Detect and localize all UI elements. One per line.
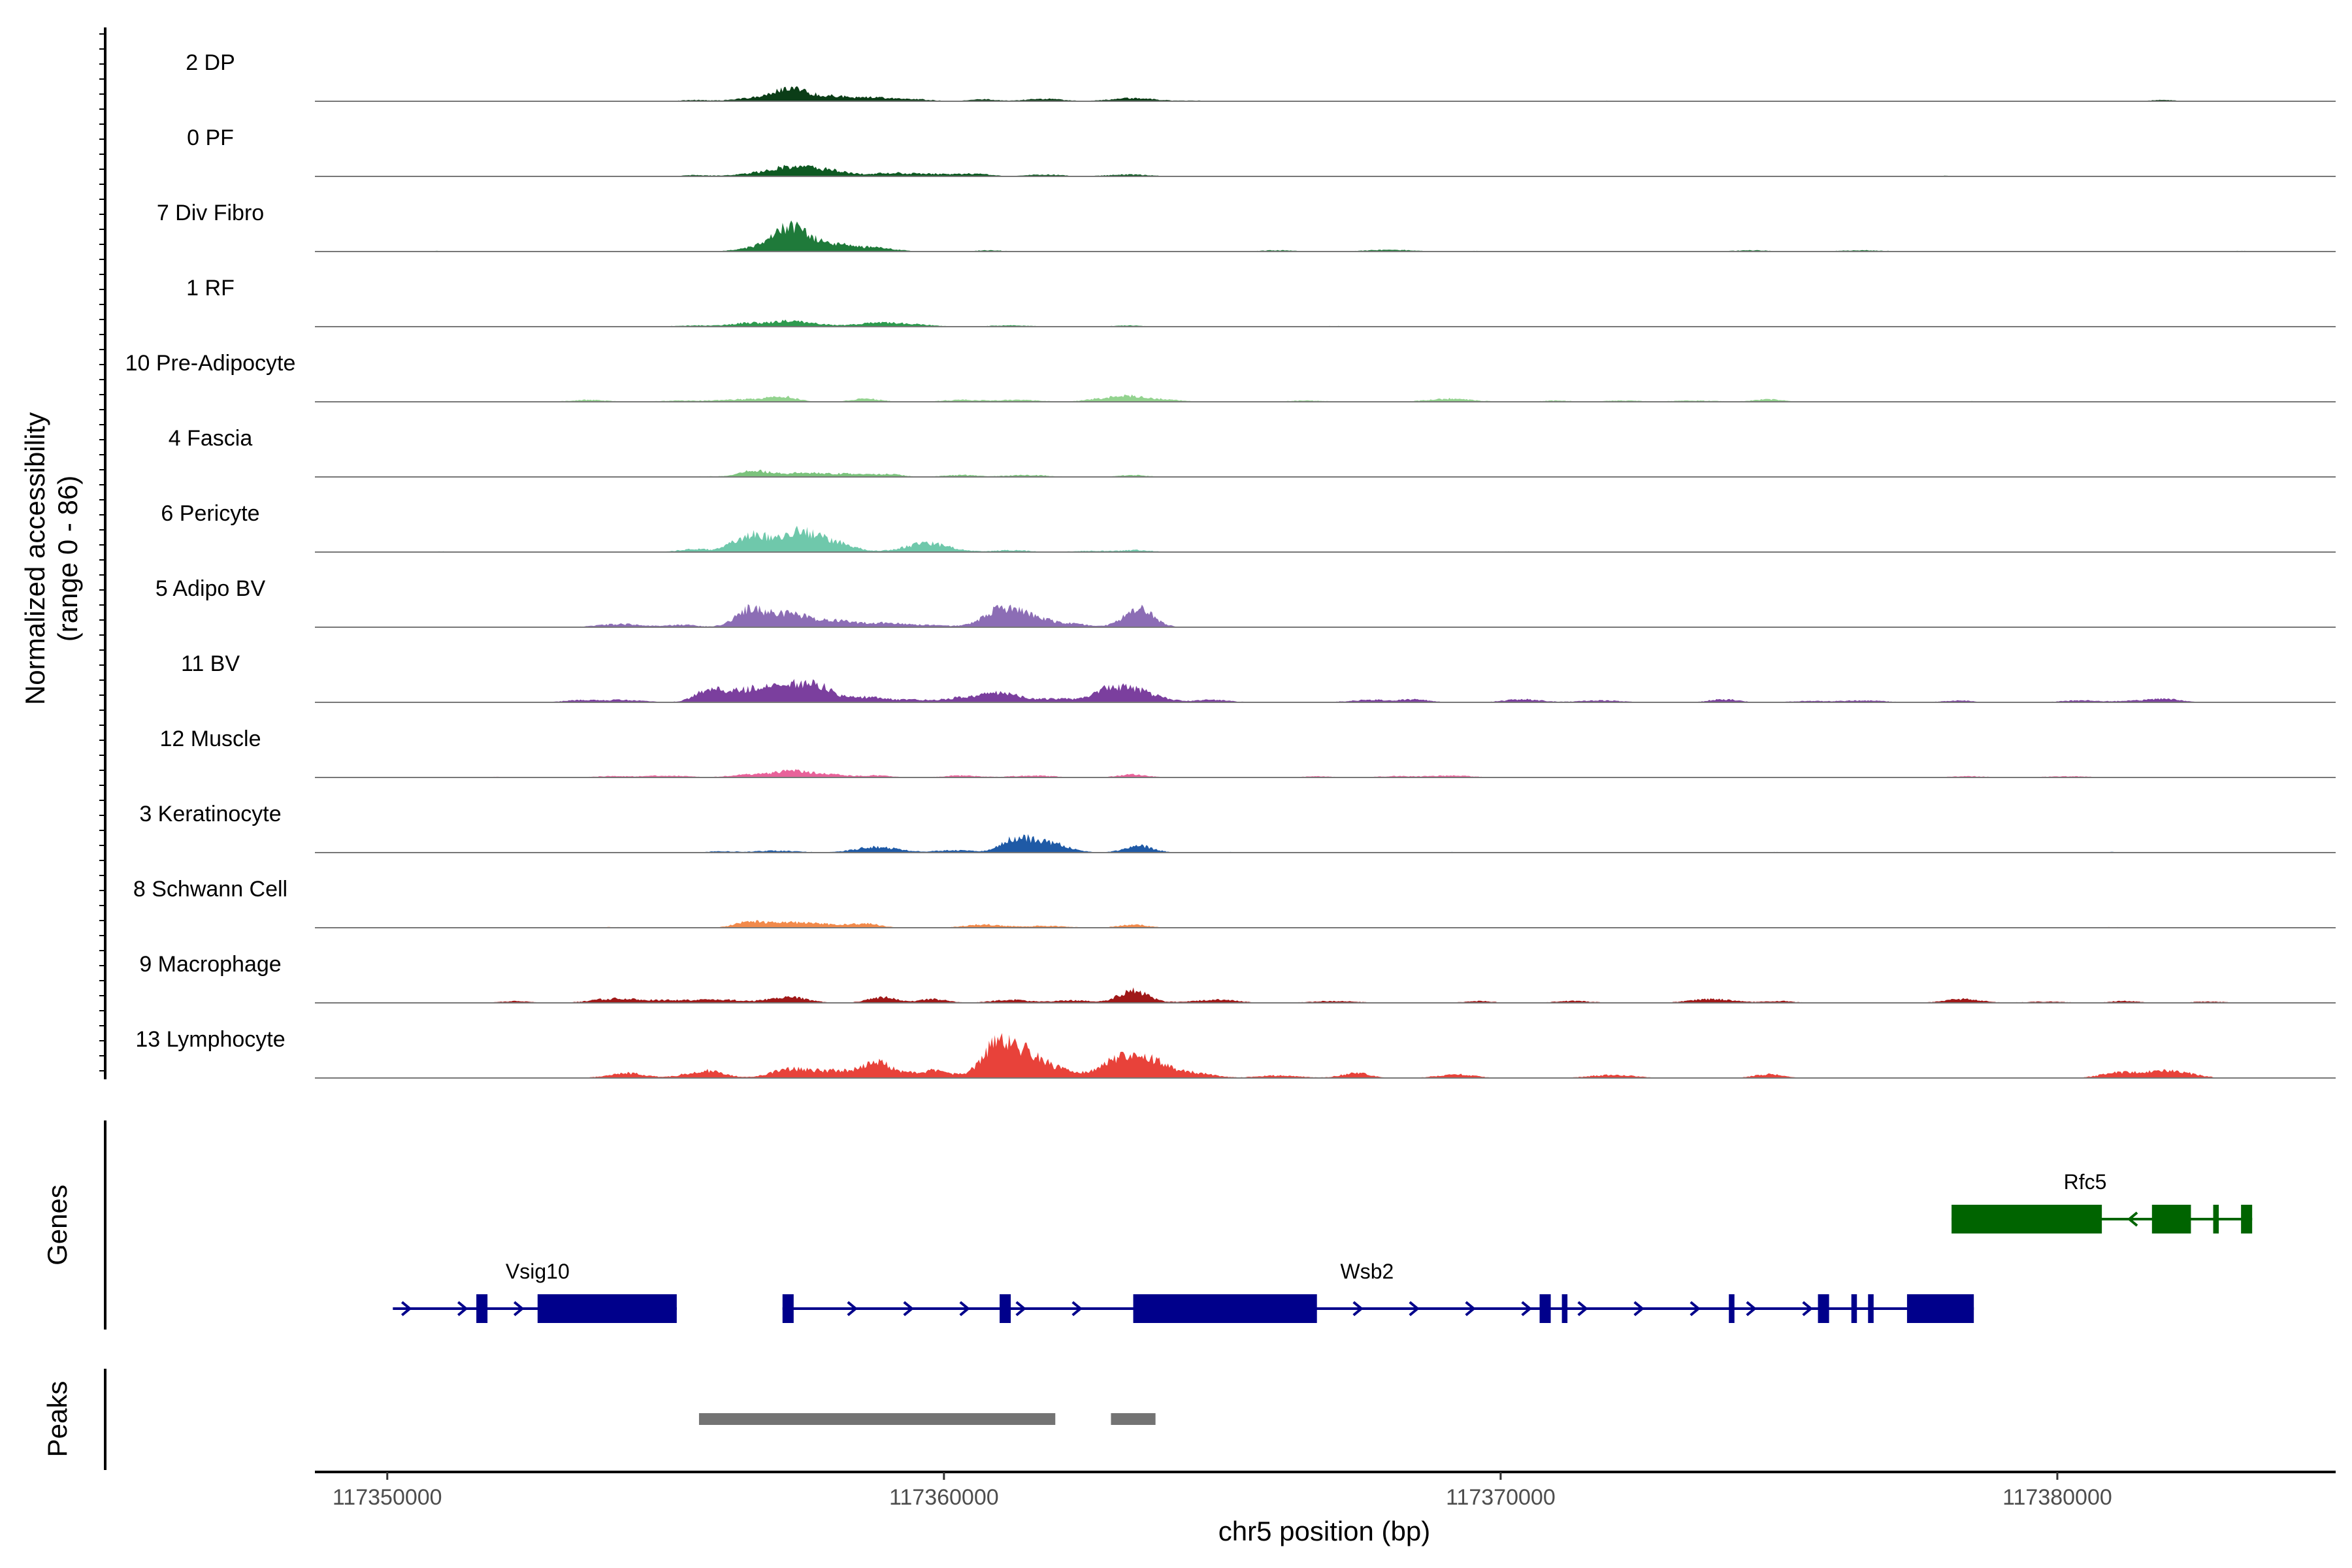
exon xyxy=(782,1294,794,1323)
track-label: 12 Muscle xyxy=(160,727,261,751)
track-11-bv: 11 BV xyxy=(181,651,2336,703)
gene-label: Wsb2 xyxy=(1341,1260,1394,1283)
track-12-muscle: 12 Muscle xyxy=(160,727,2336,778)
x-tick-label: 117370000 xyxy=(1446,1485,1556,1510)
exon xyxy=(2241,1205,2253,1233)
exon xyxy=(1561,1294,1568,1323)
x-axis: 117350000 117360000 117370000 117380000 xyxy=(315,1471,2336,1510)
track-label: 6 Pericyte xyxy=(161,501,259,526)
exon xyxy=(2151,1205,2191,1233)
track-label: 2 DP xyxy=(186,50,235,75)
exon xyxy=(2213,1205,2219,1233)
coverage-area xyxy=(315,987,2336,1003)
exon xyxy=(476,1294,488,1323)
track-label: 9 Macrophage xyxy=(139,952,281,977)
strand-chevron xyxy=(1409,1301,1420,1316)
track-1-rf: 1 RF xyxy=(186,276,2336,327)
strand-chevron xyxy=(1746,1301,1757,1316)
exon xyxy=(1868,1294,1874,1323)
coverage-area xyxy=(315,469,2336,477)
strand-chevron xyxy=(959,1301,970,1316)
strand-chevron xyxy=(1521,1301,1532,1316)
strand-chevron xyxy=(457,1301,468,1316)
exon xyxy=(1000,1294,1011,1323)
strand-chevron xyxy=(401,1301,412,1316)
track-0-pf: 0 PF xyxy=(187,125,2336,177)
peaks-panel: Peaks xyxy=(42,1369,1156,1470)
y-axis-title: Normalized accessibility xyxy=(20,412,50,705)
exon xyxy=(1133,1294,1317,1323)
track-label: 0 PF xyxy=(187,125,234,150)
track-9-macrophage: 9 Macrophage xyxy=(139,952,2336,1004)
track-13-lymphocyte: 13 Lymphocyte xyxy=(135,1027,2336,1079)
track-2-dp: 2 DP xyxy=(186,50,2336,102)
strand-chevron xyxy=(1802,1301,1813,1316)
track-3-keratinocyte: 3 Keratinocyte xyxy=(139,802,2336,853)
track-label: 13 Lymphocyte xyxy=(135,1027,285,1052)
gene-label: Vsig10 xyxy=(506,1260,570,1283)
track-4-fascia: 4 Fascia xyxy=(169,426,2336,478)
exon xyxy=(1539,1294,1551,1323)
track-label: 10 Pre-Adipocyte xyxy=(125,351,296,376)
coverage-area xyxy=(315,220,2336,252)
coverage-area xyxy=(315,834,2336,853)
x-axis-title: chr5 position (bp) xyxy=(1218,1516,1431,1546)
strand-chevron xyxy=(1071,1301,1083,1316)
coverage-area xyxy=(315,920,2336,928)
peaks-panel-label: Peaks xyxy=(42,1381,73,1458)
exon xyxy=(1729,1294,1735,1323)
coverage-area xyxy=(315,604,2336,627)
gene-vsig10: Vsig10 xyxy=(393,1260,677,1323)
strand-chevron xyxy=(1015,1301,1026,1316)
coverage-area xyxy=(315,1033,2336,1078)
coverage-area xyxy=(315,86,2336,101)
coverage-area xyxy=(315,679,2336,702)
track-label: 7 Div Fibro xyxy=(157,201,264,225)
track-label: 11 BV xyxy=(181,651,240,676)
gene-label: Rfc5 xyxy=(2064,1170,2107,1194)
coverage-area xyxy=(315,525,2336,552)
strand-chevron xyxy=(1465,1301,1476,1316)
track-5-adipo-bv: 5 Adipo BV xyxy=(155,576,2336,628)
track-label: 8 Schwann Cell xyxy=(133,877,287,902)
track-label: 3 Keratinocyte xyxy=(139,802,281,826)
coverage-area xyxy=(315,394,2336,402)
exon xyxy=(1818,1294,1829,1323)
track-label: 5 Adipo BV xyxy=(155,576,266,601)
strand-chevron xyxy=(903,1301,914,1316)
x-tick-label: 117380000 xyxy=(2002,1485,2112,1510)
exon xyxy=(1906,1294,1974,1323)
coverage-area xyxy=(315,165,2336,176)
strand-chevron xyxy=(847,1301,858,1316)
peak-region xyxy=(698,1413,1056,1425)
strand-chevron xyxy=(514,1301,525,1316)
track-label: 1 RF xyxy=(186,276,235,301)
track-8-schwann-cell: 8 Schwann Cell xyxy=(133,877,2336,928)
exon xyxy=(537,1294,677,1323)
strand-chevron xyxy=(1690,1301,1701,1316)
track-label: 4 Fascia xyxy=(169,426,253,451)
gene-rfc5: Rfc5 xyxy=(1952,1170,2253,1233)
strand-chevron xyxy=(2127,1211,2138,1227)
coverage-area xyxy=(315,319,2336,327)
strand-chevron xyxy=(1633,1301,1644,1316)
coverage-tracks: 2 DP 0 PF 7 Div Fibro 1 RF 10 Pre-Adipocyte 4… xyxy=(125,50,2336,1079)
gene-wsb2: Wsb2 xyxy=(782,1260,1974,1323)
coverage-area xyxy=(315,769,2336,777)
exon xyxy=(1952,1205,2102,1233)
y-axis-range: (range 0 - 86) xyxy=(52,476,83,642)
exon xyxy=(1851,1294,1857,1323)
genes-panel-label: Genes xyxy=(42,1184,73,1266)
peak-region xyxy=(1111,1413,1156,1425)
strand-chevron xyxy=(1352,1301,1364,1316)
coverage-y-axis xyxy=(99,27,106,1079)
x-tick-label: 117350000 xyxy=(333,1485,442,1510)
track-6-pericyte: 6 Pericyte xyxy=(161,501,2336,553)
track-7-div-fibro: 7 Div Fibro xyxy=(157,201,2336,252)
x-tick-label: 117360000 xyxy=(889,1485,999,1510)
strand-chevron xyxy=(1577,1301,1588,1316)
genes-panel: Genes Vsig10 Wsb2 Rfc5 xyxy=(42,1120,2253,1330)
track-10-pre-adipocyte: 10 Pre-Adipocyte xyxy=(125,351,2336,402)
